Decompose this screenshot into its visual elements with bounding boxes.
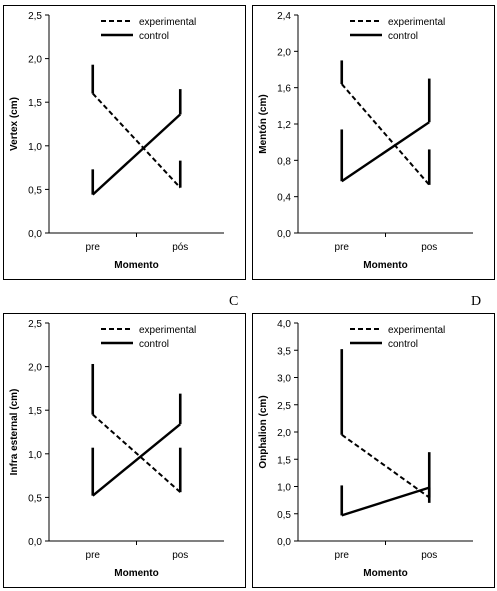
- series-line-experimental: [340, 83, 431, 186]
- y-axis-label: Mentón (cm): [258, 94, 269, 153]
- y-axis-label: Vertex (cm): [9, 97, 20, 151]
- y-tick-label: 2,4: [277, 11, 291, 22]
- y-tick-label: 2,0: [277, 428, 291, 439]
- y-axis-label: Onphalion (cm): [258, 395, 269, 468]
- y-tick-label: 0,4: [277, 193, 291, 204]
- x-tick-label: pre: [335, 242, 350, 253]
- y-tick-label: 0,0: [28, 229, 42, 240]
- series-line-experimental: [92, 92, 181, 189]
- legend-label: control: [139, 339, 169, 350]
- series-line-control: [91, 423, 182, 497]
- y-tick-label: 1,2: [277, 120, 291, 131]
- y-tick-label: 1,6: [277, 84, 291, 95]
- panel-letter-d: D: [471, 294, 482, 309]
- y-tick-label: 0,8: [277, 156, 291, 167]
- chart-frame: [252, 313, 495, 588]
- y-tick-label: 1,0: [277, 483, 291, 494]
- x-tick-label: pós: [172, 242, 188, 253]
- y-tick-label: 2,0: [28, 363, 42, 374]
- x-tick-label: pre: [86, 242, 101, 253]
- chart-vertex: 0,0 0,5 1,0 1,5 2,0 2,5 pre pós Momento Vertex (c…: [3, 5, 246, 280]
- y-tick-label: 2,0: [28, 55, 42, 66]
- y-tick-label: 1,0: [28, 450, 42, 461]
- chart-onphalion: 0,0 0,5 1,0 1,5 2,0 2,5 3,0 3,5 4,0 pre pos Momento…: [252, 313, 495, 588]
- legend-label: experimental: [388, 325, 445, 336]
- y-tick-label: 2,5: [28, 319, 42, 330]
- y-tick-label: 1,5: [28, 406, 42, 417]
- chart-frame: [3, 313, 246, 588]
- x-tick-label: pre: [335, 550, 350, 561]
- series-line-experimental: [341, 433, 430, 499]
- panel-letter-c: C: [229, 294, 239, 309]
- x-tick-label: pre: [86, 550, 101, 561]
- chart-frame: [252, 5, 495, 280]
- x-tick-label: pos: [421, 550, 437, 561]
- y-tick-label: 0,0: [277, 229, 291, 240]
- y-tick-label: 0,5: [28, 493, 42, 504]
- series-line-control: [341, 121, 430, 183]
- y-tick-label: 3,0: [277, 374, 291, 385]
- chart-infra-esternal: 0,0 0,5 1,0 1,5 2,0 2,5 pre pos Momento Infra est…: [3, 313, 246, 588]
- x-axis-label: Momento: [114, 568, 158, 579]
- y-tick-label: 2,5: [277, 401, 291, 412]
- x-axis-label: Momento: [363, 260, 407, 271]
- x-axis-label: Momento: [363, 568, 407, 579]
- x-tick-label: pos: [421, 242, 437, 253]
- legend-label: experimental: [139, 17, 196, 28]
- y-tick-label: 2,5: [28, 11, 42, 22]
- legend-label: experimental: [388, 17, 445, 28]
- y-tick-label: 0,5: [28, 185, 42, 196]
- y-tick-label: 1,5: [277, 455, 291, 466]
- y-tick-label: 2,0: [277, 47, 291, 58]
- series-line-experimental: [92, 413, 181, 493]
- legend-label: experimental: [139, 325, 196, 336]
- chart-menton: 0,0 0,4 0,8 1,2 1,6 2,0 2,4 pre pos Momento Mentón…: [252, 5, 495, 280]
- series-line-control: [91, 113, 182, 196]
- legend-label: control: [388, 339, 418, 350]
- y-tick-label: 3,5: [277, 346, 291, 357]
- y-tick-label: 0,5: [277, 510, 291, 521]
- series-line-control: [341, 486, 430, 517]
- legend-label: control: [388, 31, 418, 42]
- y-axis-label: Infra esternal (cm): [9, 389, 20, 476]
- y-tick-label: 4,0: [277, 319, 291, 330]
- legend-label: control: [139, 31, 169, 42]
- x-axis-label: Momento: [114, 260, 158, 271]
- y-tick-label: 1,0: [28, 142, 42, 153]
- y-tick-label: 0,0: [28, 537, 42, 548]
- chart-frame: [3, 5, 246, 280]
- x-tick-label: pos: [172, 550, 188, 561]
- y-tick-label: 1,5: [28, 98, 42, 109]
- y-tick-label: 0,0: [277, 537, 291, 548]
